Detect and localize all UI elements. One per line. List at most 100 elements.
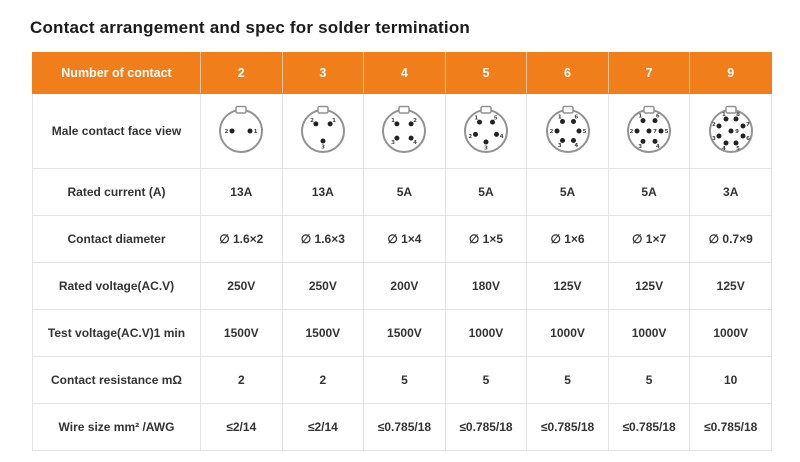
svg-text:2: 2	[712, 122, 716, 128]
spec-cell: 13A	[281, 168, 365, 216]
svg-text:6: 6	[746, 136, 750, 142]
header-col-9: 9	[689, 52, 772, 94]
spec-cell: 5A	[363, 168, 446, 216]
connector-cell: 1 2 3	[281, 93, 365, 169]
svg-text:9: 9	[735, 129, 739, 135]
male-contact-face-icon: 1 2 3	[283, 101, 364, 161]
spec-cell: 2	[281, 356, 365, 404]
table-header-row: Number of contact 2 3 4 5 6 7 9	[32, 52, 772, 94]
spec-cell: 2	[200, 356, 283, 404]
spec-cell: 1000V	[607, 309, 691, 357]
svg-text:5: 5	[736, 146, 740, 152]
row-label: Test voltage(AC.V)1 min	[32, 309, 201, 357]
row-label: Wire size mm² /AWG	[32, 403, 201, 451]
connector-cell: 1 2 3 4 5 6	[526, 93, 609, 169]
spec-cell: 13A	[200, 168, 283, 216]
spec-cell: ≤0.785/18	[607, 403, 691, 451]
svg-text:5: 5	[494, 116, 498, 122]
table-row: Contact diameter ∅ 1.6×2 ∅ 1.6×3 ∅ 1×4 ∅…	[32, 215, 772, 263]
svg-text:2: 2	[630, 129, 634, 135]
svg-text:3: 3	[712, 136, 716, 142]
spec-cell: 1500V	[363, 309, 446, 357]
spec-cell: ≤0.785/18	[363, 403, 446, 451]
row-label: Rated current (A)	[32, 168, 201, 216]
row-label: Contact diameter	[32, 215, 201, 263]
spec-cell: 3A	[689, 168, 772, 216]
spec-cell: 5	[363, 356, 446, 404]
male-contact-face-icon: 1 2 3 4 5 6	[527, 101, 608, 161]
spec-cell: 180V	[444, 262, 528, 310]
header-col-4: 4	[363, 52, 446, 94]
svg-text:4: 4	[722, 146, 726, 152]
male-contact-face-icon: 1 2 3 4 5	[446, 101, 527, 161]
header-col-3: 3	[281, 52, 365, 94]
svg-text:7: 7	[653, 129, 657, 135]
spec-cell: 250V	[281, 262, 365, 310]
spec-cell: 5	[444, 356, 528, 404]
spec-cell: 10	[689, 356, 772, 404]
spec-cell: ∅ 1×7	[607, 215, 691, 263]
spec-cell: 5	[526, 356, 609, 404]
svg-text:2: 2	[225, 129, 229, 135]
spec-cell: ≤0.785/18	[526, 403, 609, 451]
spec-cell: 5A	[526, 168, 609, 216]
svg-text:1: 1	[254, 129, 258, 135]
table-row: Contact resistance mΩ 2 2 5 5 5 5 10	[32, 356, 772, 404]
spec-cell: 1500V	[281, 309, 365, 357]
spec-cell: 200V	[363, 262, 446, 310]
svg-text:1: 1	[557, 115, 561, 121]
svg-text:3: 3	[557, 143, 561, 149]
svg-text:1: 1	[722, 112, 726, 118]
table-row: Test voltage(AC.V)1 min 1500V 1500V 1500…	[32, 309, 772, 357]
spec-cell: ≤2/14	[200, 403, 283, 451]
svg-text:1: 1	[638, 114, 642, 120]
svg-text:6: 6	[656, 114, 660, 120]
spec-cell: ≤0.785/18	[444, 403, 528, 451]
svg-text:8: 8	[736, 112, 740, 118]
svg-text:2: 2	[413, 118, 417, 124]
svg-text:3: 3	[484, 145, 488, 151]
svg-text:7: 7	[746, 122, 750, 128]
spec-table: Number of contact 2 3 4 5 6 7 9 Male con…	[32, 52, 772, 451]
svg-text:3: 3	[638, 144, 642, 150]
table-row: Rated voltage(AC.V) 250V 250V 200V 180V …	[32, 262, 772, 310]
spec-cell: ∅ 1.6×2	[200, 215, 283, 263]
svg-text:1: 1	[332, 118, 336, 124]
spec-cell: ∅ 1.6×3	[281, 215, 365, 263]
spec-cell: 125V	[607, 262, 691, 310]
row-label: Rated voltage(AC.V)	[32, 262, 201, 310]
table-row: Rated current (A) 13A 13A 5A 5A 5A 5A 3A	[32, 168, 772, 216]
header-col-6: 6	[526, 52, 609, 94]
connector-cell: 1 2 3 4 5	[444, 93, 528, 169]
male-contact-face-icon: 1 2 3 4 5 6 7	[609, 101, 690, 161]
spec-cell: 5A	[444, 168, 528, 216]
connector-cell: 1 2 3 4	[363, 93, 446, 169]
spec-cell: 1000V	[689, 309, 772, 357]
svg-text:3: 3	[391, 140, 395, 146]
male-contact-face-icon: 1 2 3 4	[364, 101, 445, 161]
svg-text:5: 5	[582, 129, 586, 135]
spec-cell: ∅ 1×5	[444, 215, 528, 263]
spec-cell: 5A	[607, 168, 691, 216]
table-row: Wire size mm² /AWG ≤2/14 ≤2/14 ≤0.785/18…	[32, 403, 772, 451]
svg-text:2: 2	[310, 118, 314, 124]
svg-text:1: 1	[391, 118, 395, 124]
header-col-2: 2	[200, 52, 283, 94]
svg-text:4: 4	[500, 134, 504, 140]
svg-text:4: 4	[574, 143, 578, 149]
svg-text:3: 3	[321, 144, 325, 150]
header-col-5: 5	[444, 52, 528, 94]
row-label: Contact resistance mΩ	[32, 356, 201, 404]
spec-cell: ∅ 1×4	[363, 215, 446, 263]
spec-cell: 1000V	[526, 309, 609, 357]
spec-cell: 125V	[689, 262, 772, 310]
spec-cell: 250V	[200, 262, 283, 310]
svg-text:5: 5	[665, 129, 669, 135]
svg-text:2: 2	[468, 134, 472, 140]
